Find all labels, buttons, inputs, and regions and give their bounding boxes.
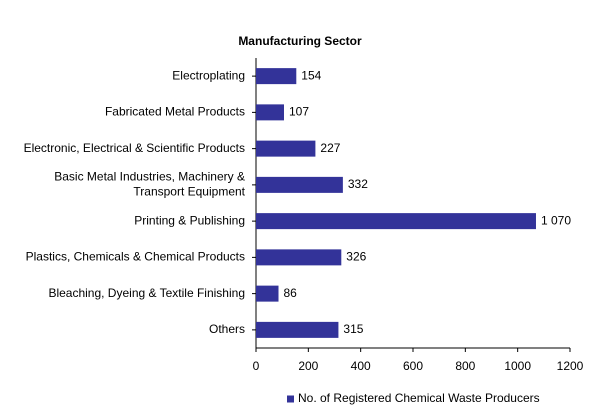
bar: [256, 140, 316, 157]
y-tick-label: Plastics, Chemicals & Chemical Products: [26, 250, 245, 264]
value-label: 107: [289, 105, 309, 119]
value-label: 154: [301, 68, 321, 82]
legend-swatch: [287, 395, 294, 403]
value-label: 86: [284, 286, 298, 300]
x-tick-label: 600: [403, 359, 423, 373]
chart-title: Manufacturing Sector: [238, 34, 362, 48]
x-tick-label: 1000: [504, 359, 531, 373]
x-tick-label: 800: [455, 359, 475, 373]
x-tick-label: 400: [351, 359, 371, 373]
y-tick-label: Fabricated Metal Products: [105, 105, 245, 119]
value-label: 227: [320, 141, 340, 155]
bar: [256, 249, 342, 266]
y-tick-label: Others: [209, 322, 245, 336]
bar: [256, 285, 279, 302]
y-tick-label: Electroplating: [172, 68, 245, 82]
x-tick-label: 0: [253, 359, 260, 373]
value-label: 1 070: [541, 213, 571, 227]
y-tick-label: Basic Metal Industries, Machinery &: [54, 170, 245, 184]
y-tick-label: Electronic, Electrical & Scientific Prod…: [24, 141, 245, 155]
legend-label: No. of Registered Chemical Waste Produce…: [298, 391, 540, 405]
x-tick-label: 200: [298, 359, 318, 373]
y-tick-label: Bleaching, Dyeing & Textile Finishing: [48, 286, 245, 300]
bar: [256, 68, 297, 85]
value-label: 326: [346, 250, 366, 264]
y-tick-label: Transport Equipment: [133, 185, 245, 199]
value-label: 332: [348, 177, 368, 191]
y-tick-label: Printing & Publishing: [134, 213, 245, 227]
x-tick-label: 1200: [557, 359, 584, 373]
bar: [256, 213, 536, 230]
bar: [256, 176, 343, 193]
bar: [256, 321, 339, 338]
value-label: 315: [343, 322, 363, 336]
bar: [256, 104, 284, 121]
